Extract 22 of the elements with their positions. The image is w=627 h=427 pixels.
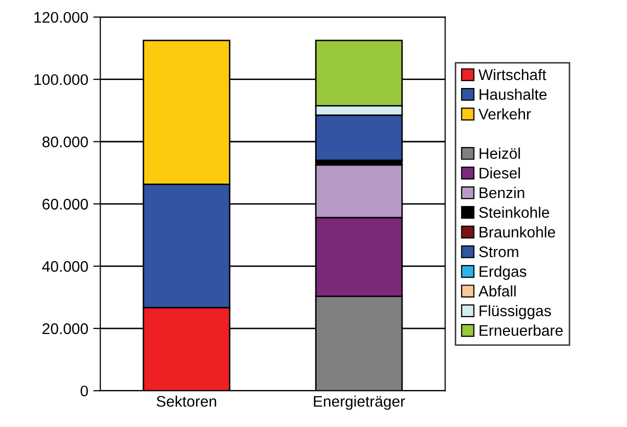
y-tick-label: 60.000 — [42, 198, 88, 210]
legend-label: Benzin — [480, 186, 524, 198]
y-tick-label: 80.000 — [42, 136, 88, 148]
legend-label: Verkehr — [478, 108, 531, 120]
y-tick-label: 40.000 — [42, 261, 88, 272]
y-tick-label: 20.000 — [42, 323, 88, 334]
y-tick-label: 120.000 — [34, 12, 88, 23]
legend-label: Haushalte — [480, 88, 547, 100]
legend-label: Flüssiggas — [480, 305, 551, 320]
x-tick-label: Sektoren — [156, 396, 216, 407]
y-tick-label: 100.000 — [34, 74, 88, 86]
legend-label: Strom — [479, 246, 518, 258]
legend-label: Heizöl — [480, 148, 520, 159]
legend-label: Abfall — [478, 285, 516, 297]
x-tick-label: Energieträger — [314, 396, 405, 410]
legend-label: Erdgas — [480, 266, 526, 280]
legend-label: Erneuerbare — [480, 324, 563, 336]
legend-label: Braunkohle — [480, 226, 556, 238]
legend-label: Diesel — [480, 167, 520, 179]
legend-label: Wirtschaft — [478, 68, 546, 80]
legend-label: Steinkohle — [479, 206, 550, 218]
y-tick-label: 0 — [80, 386, 88, 396]
